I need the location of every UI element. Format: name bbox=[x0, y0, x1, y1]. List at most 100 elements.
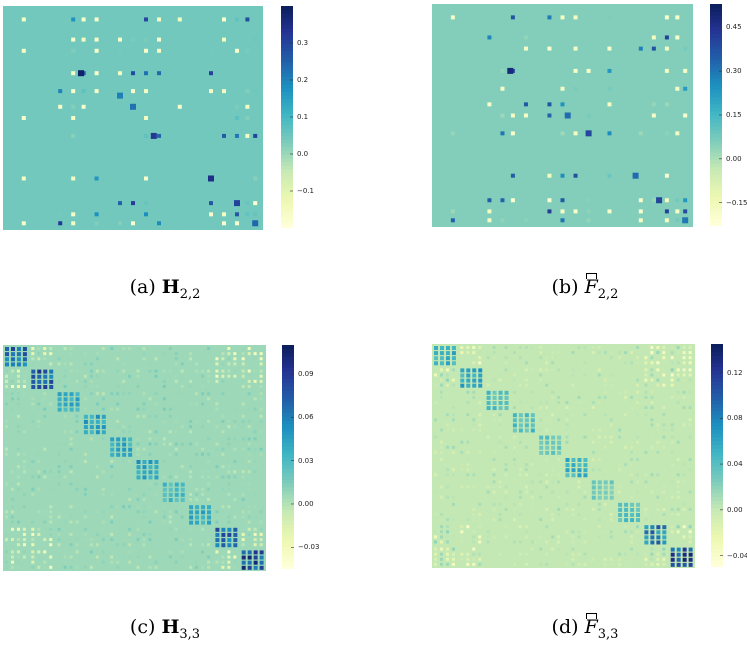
heatmap-cell bbox=[83, 430, 88, 435]
heatmap-cell bbox=[154, 475, 159, 480]
heatmap-cell bbox=[43, 397, 47, 401]
heatmap-cell bbox=[58, 17, 63, 22]
heatmap-cell bbox=[241, 347, 245, 350]
heatmap-cell bbox=[682, 463, 686, 467]
heatmap-cell bbox=[227, 482, 231, 486]
heatmap-cell bbox=[174, 442, 178, 446]
heatmap-cell bbox=[518, 495, 522, 499]
heatmap-cell bbox=[571, 406, 575, 410]
heatmap-cell bbox=[110, 442, 115, 447]
heatmap-cell bbox=[233, 447, 237, 451]
heatmap-cell bbox=[168, 520, 172, 524]
heatmap-cell bbox=[591, 351, 595, 355]
heatmap-cell bbox=[16, 362, 21, 367]
heatmap-cell bbox=[644, 562, 648, 566]
heatmap-cell bbox=[157, 37, 161, 42]
heatmap-cell bbox=[586, 68, 591, 73]
heatmap-cell bbox=[624, 552, 628, 556]
heatmap-cell bbox=[247, 550, 252, 555]
heatmap-cell bbox=[644, 361, 648, 365]
heatmap-cell bbox=[670, 495, 674, 499]
heatmap-cell bbox=[636, 390, 640, 394]
heatmap-cell bbox=[460, 473, 464, 477]
heatmap-cell bbox=[245, 133, 250, 138]
heatmap-cell bbox=[247, 465, 251, 469]
heatmap-cell bbox=[209, 201, 213, 206]
heatmap-cell bbox=[670, 440, 674, 444]
heatmap-cell bbox=[83, 407, 87, 411]
heatmap-cell bbox=[597, 395, 601, 399]
heatmap-cell bbox=[10, 487, 14, 491]
heatmap-cell bbox=[5, 452, 8, 456]
heatmap-cell bbox=[101, 487, 105, 491]
heatmap-cell bbox=[195, 487, 199, 491]
heatmap-cell bbox=[247, 352, 251, 356]
heatmap-cell bbox=[583, 495, 587, 499]
heatmap-cell bbox=[215, 385, 219, 389]
heatmap-cell bbox=[664, 209, 669, 214]
heatmap-cell bbox=[116, 565, 120, 569]
heatmap-cell bbox=[551, 518, 555, 522]
heatmap-cell bbox=[650, 562, 654, 566]
heatmap-cell bbox=[472, 557, 476, 561]
heatmap-cell bbox=[577, 562, 581, 566]
heatmap-cell bbox=[189, 385, 193, 389]
heatmap-cell bbox=[201, 447, 205, 451]
heatmap-cell bbox=[128, 487, 132, 491]
heatmap-cell bbox=[16, 475, 20, 479]
heatmap-cell bbox=[63, 460, 67, 463]
heatmap-cell bbox=[551, 512, 555, 516]
heatmap-cell bbox=[49, 379, 54, 384]
heatmap-cell bbox=[591, 490, 596, 495]
heatmap-cell bbox=[136, 555, 140, 559]
heatmap-cell bbox=[486, 540, 490, 544]
heatmap-cell bbox=[597, 373, 601, 377]
heatmap-cell bbox=[539, 562, 543, 566]
heatmap-cell bbox=[10, 482, 14, 486]
heatmap-cell bbox=[478, 351, 482, 355]
heatmap-cell bbox=[439, 535, 443, 539]
heatmap-cell bbox=[189, 543, 193, 547]
heatmap-cell bbox=[545, 361, 549, 365]
heatmap-cell bbox=[644, 530, 649, 535]
heatmap-cell bbox=[16, 550, 20, 554]
heatmap-cell bbox=[31, 475, 35, 479]
heatmap-cell bbox=[22, 385, 26, 389]
heatmap-cell bbox=[644, 356, 648, 360]
heatmap-cell bbox=[215, 527, 220, 532]
heatmap-cell bbox=[656, 197, 663, 204]
heatmap-cell bbox=[247, 419, 251, 423]
heatmap-cell bbox=[128, 442, 133, 447]
heatmap-cell bbox=[450, 131, 455, 136]
heatmap-cell bbox=[591, 390, 595, 394]
heatmap-cell bbox=[539, 518, 543, 522]
heatmap-cell bbox=[110, 505, 114, 509]
heatmap-cell bbox=[189, 407, 193, 411]
heatmap-cell bbox=[247, 560, 252, 565]
heatmap-cell bbox=[95, 402, 99, 406]
heatmap-cell bbox=[245, 212, 250, 217]
heatmap-cell bbox=[189, 425, 193, 429]
heatmap-cell bbox=[676, 495, 680, 499]
heatmap-cell bbox=[110, 560, 114, 564]
heatmap-cell bbox=[122, 437, 127, 442]
heatmap-cell bbox=[207, 392, 211, 396]
heatmap-cell bbox=[5, 515, 8, 519]
heatmap-cell bbox=[37, 470, 41, 474]
heatmap-cell bbox=[557, 356, 561, 360]
heatmap-cell bbox=[524, 361, 528, 365]
heatmap-cell bbox=[43, 407, 47, 411]
heatmap-cell bbox=[31, 565, 35, 569]
heatmap-cell bbox=[122, 555, 126, 559]
heatmap-cell bbox=[101, 560, 105, 564]
heatmap-cell bbox=[603, 495, 608, 500]
heatmap-cell bbox=[57, 510, 61, 514]
heatmap-cell bbox=[609, 485, 614, 490]
heatmap-cell bbox=[565, 552, 569, 556]
heatmap-cell bbox=[577, 400, 581, 404]
heatmap-cell bbox=[253, 37, 258, 42]
heatmap-cell bbox=[688, 530, 692, 534]
heatmap-cell bbox=[71, 116, 76, 120]
heatmap-cell bbox=[89, 437, 93, 441]
heatmap-cell bbox=[31, 460, 35, 463]
